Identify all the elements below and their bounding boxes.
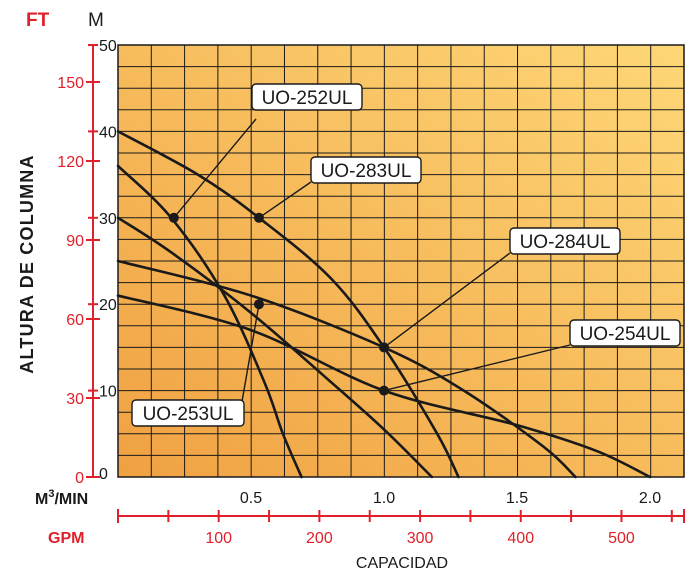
y-tick-label-m: 20 <box>99 297 117 314</box>
ft-unit-label: FT <box>26 10 50 31</box>
y-tick-label-ft: 0 <box>75 470 84 487</box>
y-tick-label-ft: 150 <box>57 75 84 92</box>
series-curve <box>116 294 652 479</box>
y-ticks: 0 10 20 30 40 50 0 30 60 90 120 150 <box>57 38 117 487</box>
x-axis-title: CAPACIDAD <box>356 555 448 572</box>
x-tick-label-gpm: 400 <box>507 530 534 547</box>
series-label: UO-284UL <box>520 232 611 253</box>
series-label-box <box>251 83 363 111</box>
y-tick-label-ft: 60 <box>66 312 84 329</box>
x-tick-label-m3min: 2.0 <box>639 490 661 507</box>
leader-line <box>239 304 260 414</box>
series-label-box <box>509 227 621 255</box>
x-tick-label-m3min: 0.5 <box>240 490 262 507</box>
x-tick-label-gpm: 500 <box>608 530 635 547</box>
series-curve <box>116 259 577 479</box>
series-curve <box>116 130 460 479</box>
m3min-unit-label: M3/MIN <box>35 488 88 508</box>
x-ticks: 0.5 1.0 1.5 2.0 100 200 300 400 500 <box>117 490 685 547</box>
y-tick-label-m: 40 <box>99 124 117 141</box>
y-tick-label-ft: 120 <box>57 154 84 171</box>
series-label-box <box>131 399 245 427</box>
leader-line <box>383 344 571 392</box>
leader-line <box>383 252 511 348</box>
leader-line <box>173 118 257 219</box>
y-tick-label-m: 10 <box>99 384 117 401</box>
series-label: UO-253UL <box>143 404 234 425</box>
series-labels: UO-252UL UO-283UL UO-284UL UO-254UL UO-253UL <box>131 83 681 427</box>
series-label-box <box>569 319 681 347</box>
series-label-box <box>310 156 422 184</box>
y-tick-label-ft: 90 <box>66 233 84 250</box>
x-tick-label-m3min: 1.5 <box>506 490 528 507</box>
m3min-unit-rest: /MIN <box>54 491 88 508</box>
x-tick-label-gpm: 100 <box>205 530 232 547</box>
m-unit-label: M <box>88 10 104 31</box>
y-tick-label-m: 50 <box>99 38 117 55</box>
series-label: UO-252UL <box>262 88 353 109</box>
m3min-unit-sup: 3 <box>48 488 54 500</box>
x-tick-label-m3min: 1.0 <box>373 490 395 507</box>
series-label: UO-283UL <box>321 161 412 182</box>
m3min-unit-m: M <box>35 491 48 508</box>
curves <box>116 130 652 479</box>
y-axis-title: ALTURA DE COLUMNA <box>17 154 37 373</box>
y-tick-label-m: 30 <box>99 211 117 228</box>
gpm-unit-label: GPM <box>48 530 84 547</box>
x-tick-label-gpm: 300 <box>407 530 434 547</box>
series-label: UO-254UL <box>580 324 671 345</box>
y-tick-label-m: 0 <box>99 466 108 483</box>
leader-line <box>258 181 312 219</box>
y-tick-label-ft: 30 <box>66 391 84 408</box>
x-tick-label-gpm: 200 <box>306 530 333 547</box>
